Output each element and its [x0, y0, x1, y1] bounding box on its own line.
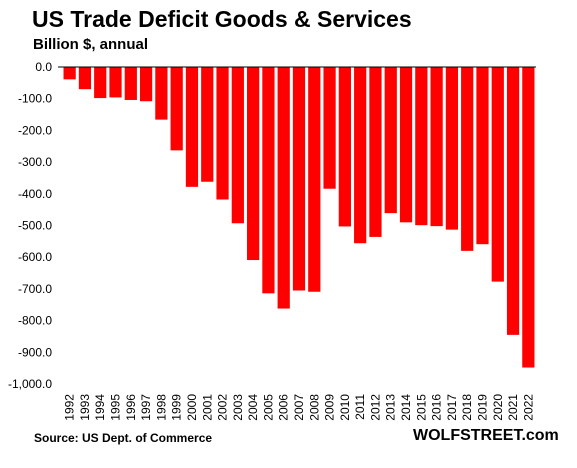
- x-tick-label: 2003: [231, 394, 245, 421]
- bar-2001: [201, 67, 214, 182]
- x-tick-label: 2001: [200, 394, 214, 421]
- x-tick-label: 1996: [124, 394, 138, 421]
- brand-label: WOLFSTREET.com: [413, 427, 559, 444]
- bar-2011: [354, 67, 367, 244]
- x-tick-label: 2014: [399, 394, 413, 421]
- x-tick-label: 2008: [307, 394, 321, 421]
- x-tick-label: 2004: [246, 394, 260, 421]
- bar-2002: [216, 67, 229, 200]
- bar-1992: [63, 67, 76, 80]
- bar-2005: [262, 67, 275, 294]
- x-tick-label: 1994: [93, 394, 107, 421]
- x-tick-label: 1999: [170, 394, 184, 421]
- x-tick-label: 2022: [521, 394, 535, 421]
- bar-2004: [247, 67, 260, 261]
- bar-2016: [430, 67, 443, 227]
- x-tick-label: 2009: [323, 394, 337, 421]
- y-tick-label: -300.0: [18, 155, 52, 169]
- bar-2003: [231, 67, 244, 224]
- bar-1997: [139, 67, 153, 102]
- bars: [63, 67, 535, 368]
- source-note: Source: US Dept. of Commerce: [34, 431, 213, 445]
- bar-1994: [94, 67, 107, 99]
- x-axis-labels: 1992 1993 1994 1995 1996 1997 1998 1999 2000 2001…: [63, 394, 536, 421]
- bar-2021: [506, 67, 520, 335]
- bar-2012: [369, 67, 382, 237]
- bar-2009: [323, 67, 336, 189]
- x-tick-label: 2005: [261, 394, 275, 421]
- x-tick-label: 2000: [185, 394, 199, 421]
- bar-2022: [522, 67, 535, 368]
- y-tick-label: -1,000.0: [8, 377, 52, 391]
- bar-2000: [185, 67, 199, 187]
- bar-1995: [109, 67, 122, 98]
- x-tick-label: 2017: [445, 394, 459, 421]
- x-tick-label: 2019: [475, 394, 489, 421]
- bar-1998: [155, 67, 168, 120]
- y-tick-label: -800.0: [18, 314, 52, 328]
- bar-1993: [78, 67, 92, 90]
- x-tick-label: 2013: [384, 394, 398, 421]
- bar-2018: [461, 67, 474, 251]
- y-tick-label: -400.0: [18, 187, 52, 201]
- x-tick-label: 2006: [277, 394, 291, 421]
- x-tick-label: 2016: [430, 394, 444, 421]
- y-axis-labels: 0.0 -100.0 -200.0 -300.0 -400.0 -500.0 -600.0 -…: [8, 60, 52, 391]
- bar-2020: [491, 67, 504, 282]
- bar-2007: [292, 67, 306, 291]
- bar-2015: [415, 67, 428, 226]
- bar-2006: [277, 67, 290, 309]
- x-tick-label: 2015: [414, 394, 428, 421]
- y-tick-label: -500.0: [18, 219, 52, 233]
- x-tick-label: 1998: [154, 394, 168, 421]
- x-tick-label: 1995: [109, 394, 123, 421]
- bar-1996: [124, 67, 137, 100]
- x-tick-label: 2010: [338, 394, 352, 421]
- x-tick-label: 2018: [460, 394, 474, 421]
- y-tick-label: -600.0: [18, 250, 52, 264]
- bar-2010: [338, 67, 351, 227]
- x-tick-label: 1997: [139, 394, 153, 421]
- x-tick-label: 1992: [63, 394, 77, 421]
- y-tick-label: -900.0: [18, 345, 52, 359]
- bar-1999: [170, 67, 183, 151]
- x-tick-label: 2002: [216, 394, 230, 421]
- bar-2019: [476, 67, 489, 245]
- x-tick-label: 1993: [78, 394, 92, 421]
- x-tick-label: 2007: [292, 394, 306, 421]
- x-tick-label: 2021: [506, 394, 520, 421]
- y-tick-label: -700.0: [18, 282, 52, 296]
- chart-title: US Trade Deficit Goods & Services: [32, 6, 412, 32]
- bar-2017: [445, 67, 459, 230]
- y-tick-label: -200.0: [18, 123, 52, 137]
- x-tick-label: 2012: [368, 394, 382, 421]
- chart-subtitle: Billion $, annual: [33, 36, 149, 53]
- bar-2013: [384, 67, 397, 214]
- y-tick-label: -100.0: [18, 92, 52, 106]
- x-tick-label: 2020: [491, 394, 505, 421]
- y-tick-label: 0.0: [35, 60, 52, 74]
- bar-2008: [308, 67, 321, 292]
- x-tick-label: 2011: [353, 394, 367, 420]
- bar-2014: [399, 67, 413, 223]
